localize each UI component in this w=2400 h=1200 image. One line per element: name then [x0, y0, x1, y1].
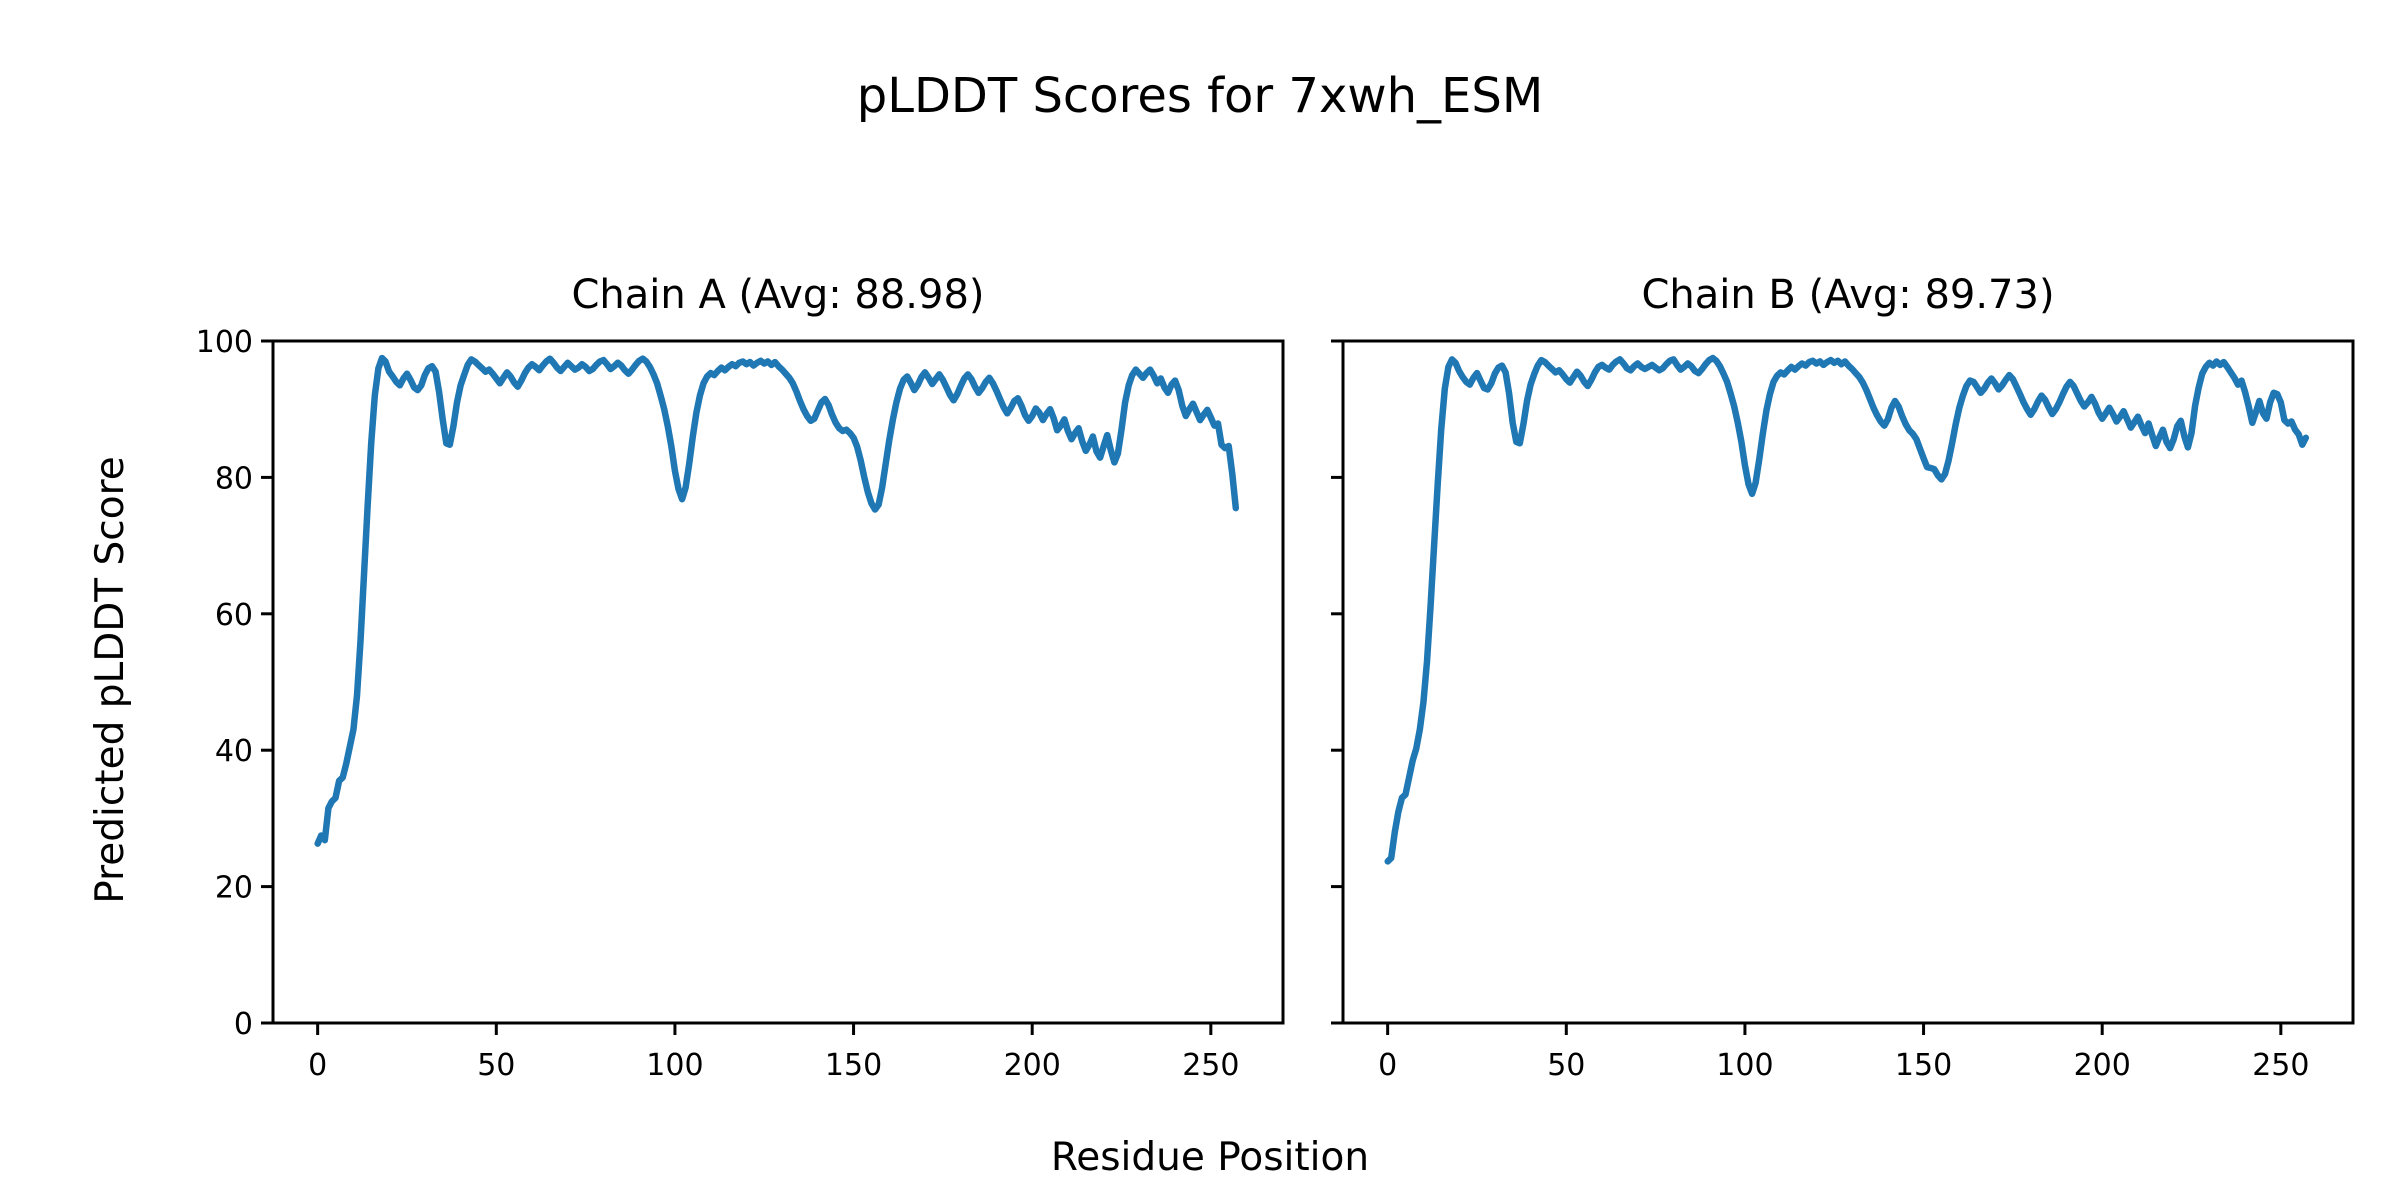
y-axis-label: Predicted pLDDT Score	[88, 456, 133, 903]
axes-chain-a: 0 50 100 150 200 250 0 20 40 60 80 100	[196, 325, 1285, 1083]
y-tick-label-chain-a: 0	[234, 1007, 253, 1042]
x-tick-label-chain-b: 100	[1716, 1048, 1773, 1083]
plddt-line-chain-b	[1384, 354, 2310, 865]
plot-frame-chain-a	[271, 339, 1285, 1025]
x-tick-label-chain-a: 250	[1182, 1048, 1239, 1083]
subplot-title-chain-a: Chain A (Avg: 88.98)	[571, 272, 984, 318]
axes-chain-b: 0 50 100 150 200 250	[1331, 339, 2355, 1083]
y-tick-label-chain-a: 100	[196, 325, 253, 360]
x-tick-label-chain-a: 50	[477, 1048, 515, 1083]
y-tick-label-chain-a: 60	[215, 598, 253, 633]
x-tick-label-chain-b: 0	[1378, 1048, 1397, 1083]
plot-frame-chain-b	[1341, 339, 2355, 1025]
y-tick-label-chain-a: 20	[215, 871, 253, 906]
x-axis-label: Residue Position	[1051, 1135, 1369, 1180]
x-tick-label-chain-a: 100	[646, 1048, 703, 1083]
x-tick-label-chain-a: 150	[825, 1048, 882, 1083]
x-tick-label-chain-a: 200	[1004, 1048, 1061, 1083]
x-tick-label-chain-b: 50	[1547, 1048, 1585, 1083]
subplot-title-chain-b: Chain B (Avg: 89.73)	[1641, 272, 2054, 318]
plddt-line-chain-a	[314, 354, 1240, 847]
figure-suptitle: pLDDT Scores for 7xwh_ESM	[857, 68, 1544, 124]
x-tick-label-chain-b: 150	[1895, 1048, 1952, 1083]
y-tick-label-chain-a: 40	[215, 734, 253, 769]
x-tick-label-chain-b: 200	[2074, 1048, 2131, 1083]
x-tick-label-chain-b: 250	[2252, 1048, 2309, 1083]
x-tick-label-chain-a: 0	[308, 1048, 327, 1083]
y-tick-label-chain-a: 80	[215, 461, 253, 496]
